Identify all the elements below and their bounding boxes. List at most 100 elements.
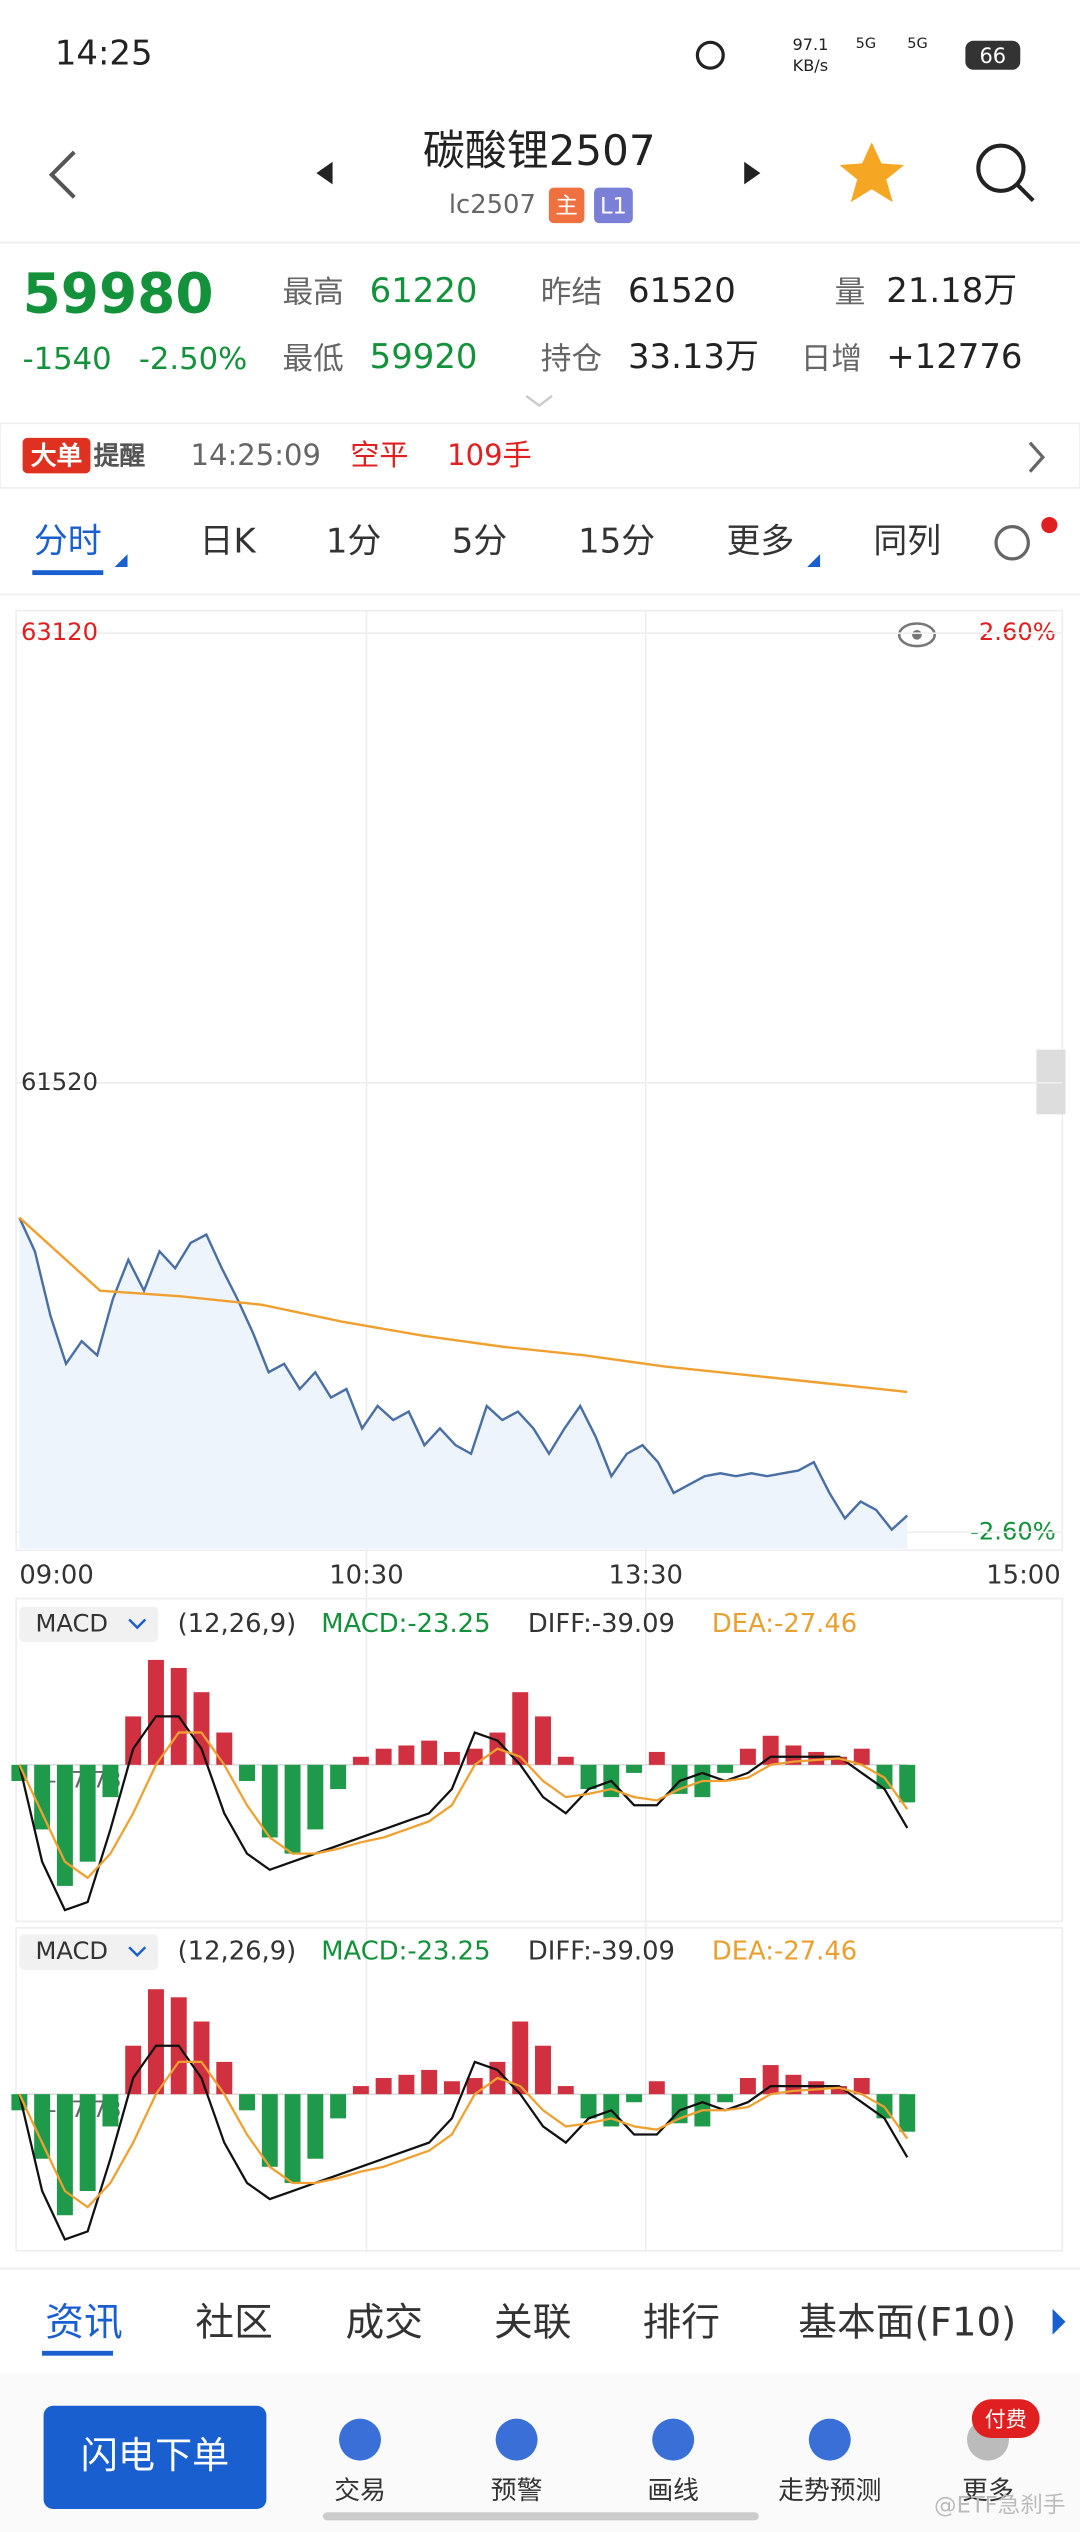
macd-bar: [512, 2021, 529, 2095]
macd-bar: [216, 1732, 233, 1765]
info-tab[interactable]: 排行: [643, 2301, 720, 2346]
field-value: +12776: [886, 337, 1022, 376]
period-tab[interactable]: 分时: [34, 521, 102, 560]
info-tab[interactable]: 基本面(F10): [798, 2301, 1016, 2346]
field-value: 33.13万: [628, 337, 759, 376]
field-value: 61520: [628, 271, 736, 310]
back-button[interactable]: [48, 150, 76, 199]
notification-dot: [1041, 516, 1058, 534]
info-tab[interactable]: 资讯: [45, 2301, 122, 2346]
macd-bar: [102, 1764, 119, 1798]
tab-indicator: [32, 570, 104, 576]
period-tab[interactable]: 5分: [452, 521, 507, 560]
action-icon: [339, 2418, 381, 2461]
field-label: 最高: [283, 276, 344, 311]
macd-bar: [79, 1764, 96, 1862]
macd-bar: [899, 2094, 916, 2132]
macd-bar: [557, 2086, 574, 2095]
field-value: 61220: [370, 271, 478, 310]
diff-value: DIFF:-39.09: [528, 1937, 675, 1967]
macd-bar: [899, 1764, 916, 1803]
period-tab[interactable]: 1分: [326, 521, 381, 560]
macd-bar: [56, 1764, 73, 1886]
net-speed: 97.1: [792, 35, 828, 54]
period-tab[interactable]: 15分: [578, 521, 655, 560]
alert-qty: 109手: [447, 438, 531, 472]
info-tabs: 资讯 社区 成交 关联 排行 基本面(F10): [45, 2301, 1016, 2346]
tab-indicator: [41, 2350, 114, 2356]
eye-button[interactable]: [897, 622, 936, 648]
macd-bar: [375, 2078, 392, 2095]
macd-label: MACD: [36, 1609, 109, 1637]
info-tab[interactable]: 成交: [345, 2301, 422, 2346]
field-label: 最低: [283, 342, 344, 377]
alert-more: [1028, 441, 1046, 473]
x-tick-label: 15:00: [986, 1560, 1060, 1590]
macd-bar: [739, 2078, 756, 2095]
code: lc2507: [449, 190, 536, 220]
period-tab[interactable]: 日K: [200, 521, 257, 560]
prev-button[interactable]: [316, 161, 333, 185]
diff-line: [18, 1715, 909, 1912]
macd-bar: [626, 1764, 643, 1773]
x-tick-label: 10:30: [329, 1560, 403, 1590]
action-item[interactable]: 更多: [962, 2476, 1014, 2506]
macd-bar: [352, 2086, 369, 2095]
period-tab[interactable]: 同列: [873, 521, 941, 560]
diff-value: DIFF:-39.09: [528, 1609, 675, 1639]
badge-text: 主: [555, 193, 578, 219]
alert-bar[interactable]: [0, 422, 1080, 489]
dea-value: DEA:-27.46: [712, 1937, 857, 1967]
macd-bar: [79, 2094, 96, 2192]
dea-line: [18, 1731, 909, 1880]
macd-bar: [808, 1751, 825, 1765]
action-item[interactable]: 画线: [647, 2476, 699, 2506]
period-tab[interactable]: 更多: [726, 521, 794, 560]
macd-bar: [398, 1745, 415, 1765]
macd-bar: [466, 2078, 483, 2095]
net-type: 5G: [856, 36, 876, 52]
macd-bar: [717, 1764, 734, 1773]
dropdown-mark: [128, 1618, 147, 1630]
search-button[interactable]: [976, 143, 1026, 193]
field-label: 量: [835, 276, 866, 311]
action-icon: [808, 2418, 851, 2461]
macd-bar: [830, 1756, 847, 1765]
dropdown-mark: [128, 1946, 147, 1958]
macd-bar: [580, 1764, 597, 1790]
action-item[interactable]: 预警: [491, 2476, 543, 2506]
battery-level: 66: [979, 44, 1006, 68]
tabs-more[interactable]: [1052, 2308, 1066, 2335]
settings-button[interactable]: [994, 525, 1030, 561]
macd-selector[interactable]: [19, 1606, 159, 1643]
y-tick-label: 61520: [21, 1068, 98, 1096]
macd-bar: [125, 2045, 142, 2095]
macd-bar: [261, 1764, 278, 1838]
macd-bar: [466, 1748, 483, 1765]
macd-selector[interactable]: [19, 1934, 159, 1970]
pct-label: 2.60%: [979, 618, 1056, 646]
expand-button[interactable]: [525, 394, 553, 408]
paid-badge-text: 付费: [985, 2407, 1027, 2431]
action-item[interactable]: 交易: [334, 2476, 386, 2506]
dropdown-mark: [114, 554, 128, 567]
macd-bar: [785, 2074, 802, 2095]
next-button[interactable]: [744, 161, 761, 185]
macd-bar: [375, 1748, 392, 1765]
status-time: 14:25: [55, 34, 153, 73]
quick-order-button[interactable]: [43, 2405, 267, 2510]
x-tick-label: 13:30: [609, 1560, 683, 1590]
macd-frame: [15, 1927, 1064, 2252]
battery: [965, 40, 1021, 70]
info-tab[interactable]: 关联: [494, 2301, 571, 2346]
action-item[interactable]: 走势预测: [778, 2476, 881, 2506]
macd-bar: [648, 1751, 665, 1765]
macd-bar: [148, 1989, 164, 2095]
field-value: 21.18万: [886, 271, 1017, 310]
alert-brand-text: 大单: [31, 442, 83, 472]
macd-bar: [717, 2094, 734, 2103]
macd-bar: [785, 1745, 802, 1765]
info-tab[interactable]: 社区: [195, 2301, 272, 2346]
favorite-button[interactable]: [839, 142, 905, 203]
